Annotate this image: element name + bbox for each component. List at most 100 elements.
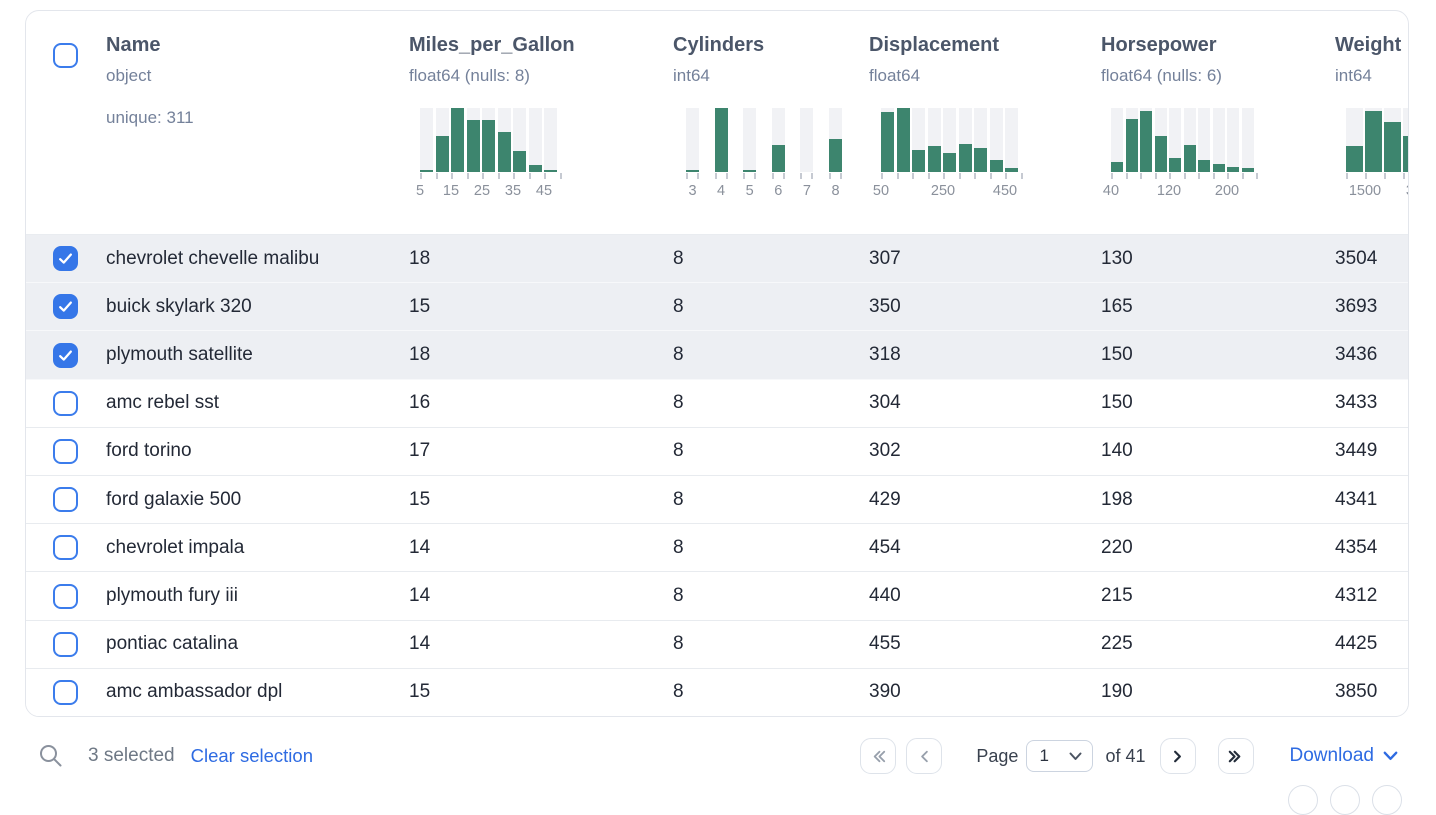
histogram-bin-background <box>989 108 1003 172</box>
table-row[interactable]: plymouth satellite 18 8 318 150 3436 <box>26 331 1408 380</box>
table-row[interactable]: chevrolet impala 14 8 454 220 4354 <box>26 524 1408 573</box>
partial-action-button[interactable] <box>1372 785 1402 815</box>
table-row[interactable]: ford torino 17 8 302 140 3449 <box>26 427 1408 477</box>
table-row[interactable]: pontiac catalina 14 8 455 225 4425 <box>26 620 1408 669</box>
row-checkbox-cell <box>26 438 106 464</box>
table-cell: 390 <box>869 681 901 703</box>
histogram-axis-labels: 40 120 200 <box>1103 183 1256 199</box>
row-checkbox[interactable] <box>53 342 78 368</box>
table-row[interactable]: buick skylark 320 15 8 350 165 3693 <box>26 283 1408 332</box>
tick-mark <box>714 173 717 179</box>
tick-mark <box>881 173 883 179</box>
histogram-bar <box>1403 136 1408 172</box>
table-cell: plymouth fury iii <box>106 585 238 607</box>
download-label: Download <box>1289 745 1375 766</box>
column-dtype: object <box>106 66 152 85</box>
table-cell: 318 <box>869 344 901 365</box>
table-cell: 18 <box>409 247 431 269</box>
histogram-bin <box>466 108 480 172</box>
prev-page-button[interactable] <box>906 738 943 774</box>
table-row[interactable]: ford galaxie 500 15 8 429 198 4341 <box>26 476 1408 525</box>
histogram-bin <box>927 108 941 172</box>
column-histogram[interactable]: 5 15 25 35 45 <box>416 108 562 199</box>
histogram-bin <box>513 108 526 172</box>
hist-tick-label: 120 <box>1156 183 1182 199</box>
row-checkbox-cell <box>26 631 106 657</box>
row-checkbox[interactable] <box>53 294 78 320</box>
partial-action-button[interactable] <box>1288 785 1318 815</box>
table-cell: 3850 <box>1335 681 1378 703</box>
histogram-bar <box>912 150 925 172</box>
histogram-bar <box>989 160 1003 172</box>
histogram-axis-labels: 5 15 25 35 45 <box>416 183 560 199</box>
table-row[interactable]: plymouth fury iii 14 8 440 215 4312 <box>26 572 1408 621</box>
row-checkbox[interactable] <box>53 583 78 609</box>
first-page-button[interactable] <box>860 738 897 774</box>
histogram-bin <box>829 108 842 172</box>
page-select-value: 1 <box>1039 746 1049 765</box>
tick-mark <box>697 173 699 179</box>
hist-tick-label: 6 <box>774 183 783 199</box>
column-title: Weight <box>1335 34 1402 56</box>
select-all-cell <box>26 11 106 234</box>
histogram-bar <box>1198 160 1210 172</box>
tick-mark <box>1346 173 1348 179</box>
histogram-bin <box>771 108 785 172</box>
tick-mark <box>912 173 914 179</box>
clear-selection-link[interactable]: Clear selection <box>190 745 313 766</box>
column-histogram[interactable]: 1500 3500 <box>1346 108 1408 199</box>
table-cell: 3449 <box>1335 440 1378 462</box>
table-cell: 4341 <box>1335 488 1378 510</box>
tick-mark <box>482 173 484 179</box>
column-histogram[interactable]: 50 250 450 <box>873 108 1023 199</box>
table-cell: 8 <box>673 247 684 269</box>
search-icon[interactable] <box>39 744 63 768</box>
column-title: Displacement <box>869 34 1000 56</box>
row-checkbox[interactable] <box>53 535 78 561</box>
table-cell: 8 <box>673 681 684 703</box>
table-cell: 17 <box>409 440 431 462</box>
table-row[interactable]: amc rebel sst 16 8 304 150 3433 <box>26 379 1408 428</box>
histogram-axis-labels: 50 250 450 <box>873 183 1021 199</box>
histogram-bar <box>1005 168 1018 172</box>
row-checkbox[interactable] <box>53 438 78 464</box>
histogram-bar <box>482 120 495 172</box>
column-header: Displacement float64 50 250 450 <box>869 11 1101 234</box>
table-row[interactable]: amc ambassador dpl 15 8 390 190 3850 <box>26 668 1408 716</box>
table-cell: 15 <box>409 488 431 510</box>
row-checkbox[interactable] <box>53 679 78 705</box>
column-histogram[interactable]: 40 120 200 <box>1103 108 1258 199</box>
download-button[interactable]: Download <box>1290 745 1399 767</box>
histogram-bar <box>497 132 511 172</box>
select-all-checkbox[interactable] <box>53 43 78 68</box>
histogram-bar <box>1111 162 1123 172</box>
histogram-bin-background <box>800 108 814 172</box>
row-checkbox[interactable] <box>53 246 78 272</box>
table-cell: 3693 <box>1335 295 1378 317</box>
tick-mark <box>1212 173 1215 179</box>
histogram-bar <box>1169 158 1181 172</box>
tick-mark <box>1005 173 1007 179</box>
table-row[interactable]: chevrolet chevelle malibu 18 8 307 130 3504 <box>26 235 1408 284</box>
histogram-bin <box>1241 108 1254 172</box>
partial-action-button[interactable] <box>1330 785 1360 815</box>
next-page-button[interactable] <box>1159 738 1196 774</box>
histogram-bar <box>686 170 699 172</box>
tick-mark <box>743 173 746 179</box>
tick-mark <box>1256 173 1258 179</box>
hist-tick-label: 3 <box>688 183 697 199</box>
histogram-bin-background <box>544 108 557 172</box>
table-cell: 15 <box>409 295 431 317</box>
row-checkbox[interactable] <box>53 631 78 657</box>
page-select[interactable]: 1 <box>1026 740 1094 772</box>
row-checkbox[interactable] <box>53 487 78 513</box>
hist-tick-label: 35 <box>504 183 522 199</box>
table-cell: 130 <box>1101 247 1133 269</box>
table-cell: 8 <box>673 295 684 317</box>
table-cell: 140 <box>1101 440 1133 462</box>
last-page-button[interactable] <box>1217 738 1254 774</box>
column-histogram[interactable]: 3 4 5 6 7 8 <box>686 108 858 199</box>
row-checkbox[interactable] <box>53 390 78 416</box>
hist-tick-label: 200 <box>1214 183 1240 199</box>
table-cell: 4354 <box>1335 536 1378 558</box>
